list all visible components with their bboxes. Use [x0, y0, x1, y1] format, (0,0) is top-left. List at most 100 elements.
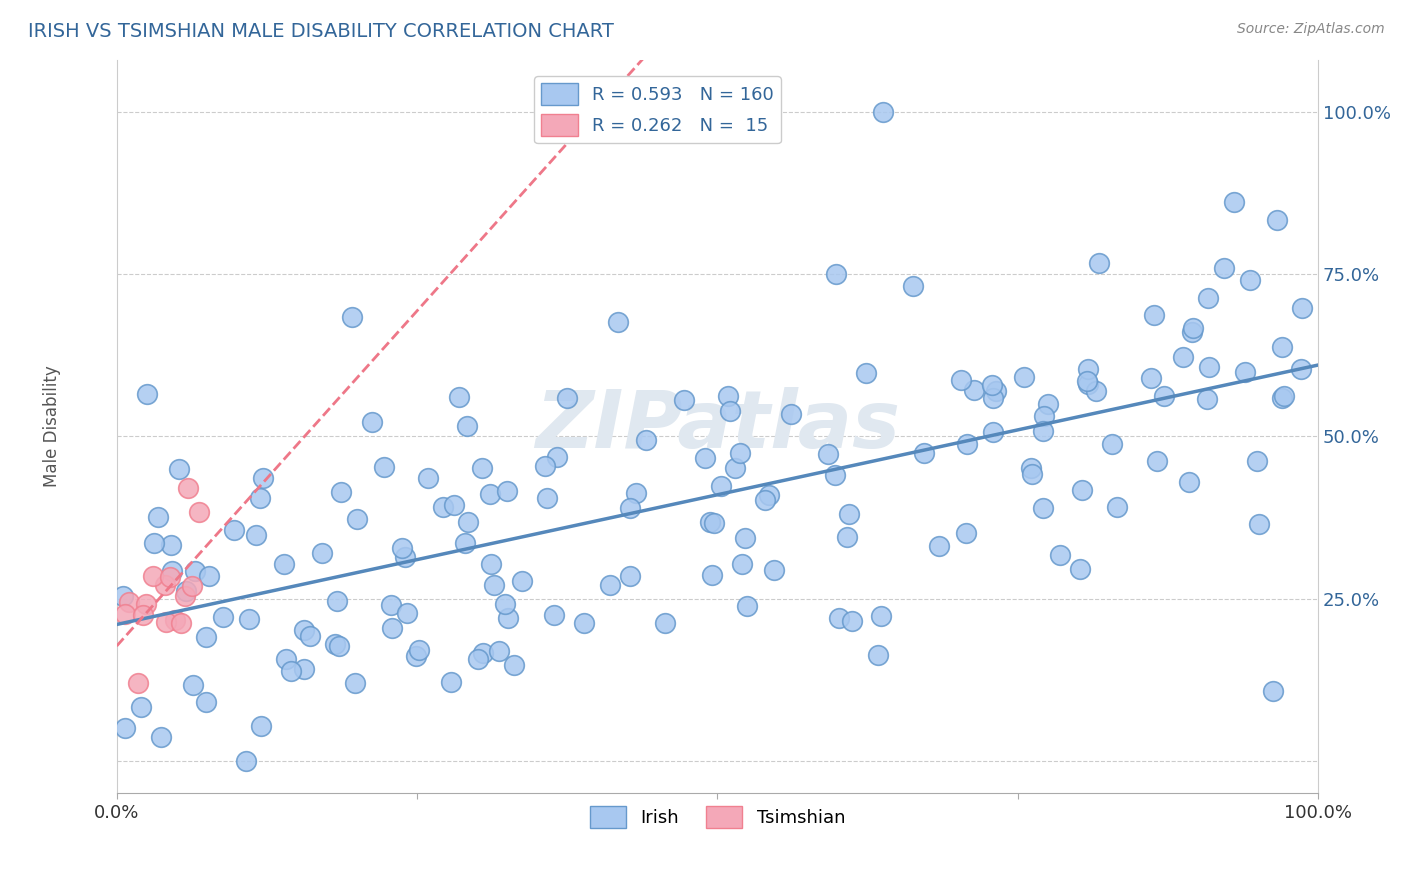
- Point: [391, 541, 413, 556]
- Point: [817, 447, 839, 461]
- Point: [380, 621, 402, 635]
- Point: [471, 461, 494, 475]
- Point: [984, 384, 1007, 399]
- Point: [160, 538, 183, 552]
- Point: [340, 310, 363, 325]
- Point: [912, 445, 935, 459]
- Point: [143, 536, 166, 550]
- Point: [479, 487, 502, 501]
- Point: [1182, 320, 1205, 334]
- Point: [1032, 424, 1054, 438]
- Point: [555, 391, 578, 405]
- Point: [510, 574, 533, 588]
- Point: [1101, 436, 1123, 450]
- Point: [135, 597, 157, 611]
- Point: [717, 389, 740, 403]
- Point: [494, 598, 516, 612]
- Point: [866, 648, 889, 662]
- Point: [1272, 389, 1295, 403]
- Point: [184, 565, 207, 579]
- Point: [828, 611, 851, 625]
- Point: [235, 754, 257, 768]
- Point: [1291, 301, 1313, 315]
- Point: [159, 570, 181, 584]
- Point: [735, 599, 758, 614]
- Point: [118, 595, 141, 609]
- Point: [292, 623, 315, 637]
- Point: [546, 450, 568, 464]
- Point: [1077, 362, 1099, 376]
- Point: [249, 719, 271, 733]
- Point: [835, 530, 858, 544]
- Point: [981, 392, 1004, 406]
- Point: [673, 393, 696, 408]
- Point: [311, 546, 333, 560]
- Point: [855, 366, 877, 380]
- Point: [607, 315, 630, 329]
- Point: [1019, 460, 1042, 475]
- Point: [950, 374, 973, 388]
- Point: [114, 721, 136, 735]
- Point: [1198, 359, 1220, 374]
- Point: [599, 578, 621, 592]
- Text: ZIPatlas: ZIPatlas: [534, 387, 900, 466]
- Point: [440, 674, 463, 689]
- Point: [408, 643, 430, 657]
- Point: [432, 500, 454, 514]
- Point: [1213, 260, 1236, 275]
- Point: [758, 488, 780, 502]
- Point: [328, 639, 350, 653]
- Point: [1143, 308, 1166, 322]
- Point: [170, 615, 193, 630]
- Point: [329, 484, 352, 499]
- Point: [396, 606, 419, 620]
- Point: [841, 614, 863, 628]
- Point: [728, 446, 751, 460]
- Point: [114, 607, 136, 621]
- Point: [928, 539, 950, 553]
- Point: [762, 563, 785, 577]
- Point: [127, 676, 149, 690]
- Point: [112, 589, 135, 603]
- Point: [1085, 384, 1108, 398]
- Point: [619, 568, 641, 582]
- Point: [360, 415, 382, 429]
- Point: [872, 104, 894, 119]
- Point: [1049, 548, 1071, 562]
- Point: [654, 615, 676, 630]
- Point: [252, 471, 274, 485]
- Point: [1088, 255, 1111, 269]
- Point: [488, 644, 510, 658]
- Point: [734, 531, 756, 545]
- Point: [1246, 454, 1268, 468]
- Point: [699, 515, 721, 529]
- Point: [136, 387, 159, 401]
- Point: [710, 479, 733, 493]
- Point: [619, 500, 641, 515]
- Point: [962, 383, 984, 397]
- Y-axis label: Male Disability: Male Disability: [44, 366, 60, 487]
- Point: [373, 460, 395, 475]
- Point: [194, 695, 217, 709]
- Point: [1069, 562, 1091, 576]
- Point: [1178, 475, 1201, 489]
- Point: [1146, 454, 1168, 468]
- Point: [956, 437, 979, 451]
- Point: [479, 558, 502, 572]
- Point: [198, 568, 221, 582]
- Point: [901, 279, 924, 293]
- Point: [292, 662, 315, 676]
- Point: [405, 648, 427, 663]
- Point: [980, 378, 1002, 392]
- Point: [167, 461, 190, 475]
- Point: [155, 578, 177, 592]
- Point: [273, 558, 295, 572]
- Point: [274, 652, 297, 666]
- Point: [146, 509, 169, 524]
- Point: [1181, 325, 1204, 339]
- Text: Source: ZipAtlas.com: Source: ZipAtlas.com: [1237, 22, 1385, 37]
- Point: [323, 637, 346, 651]
- Point: [700, 568, 723, 582]
- Point: [1234, 365, 1257, 379]
- Point: [1197, 291, 1219, 305]
